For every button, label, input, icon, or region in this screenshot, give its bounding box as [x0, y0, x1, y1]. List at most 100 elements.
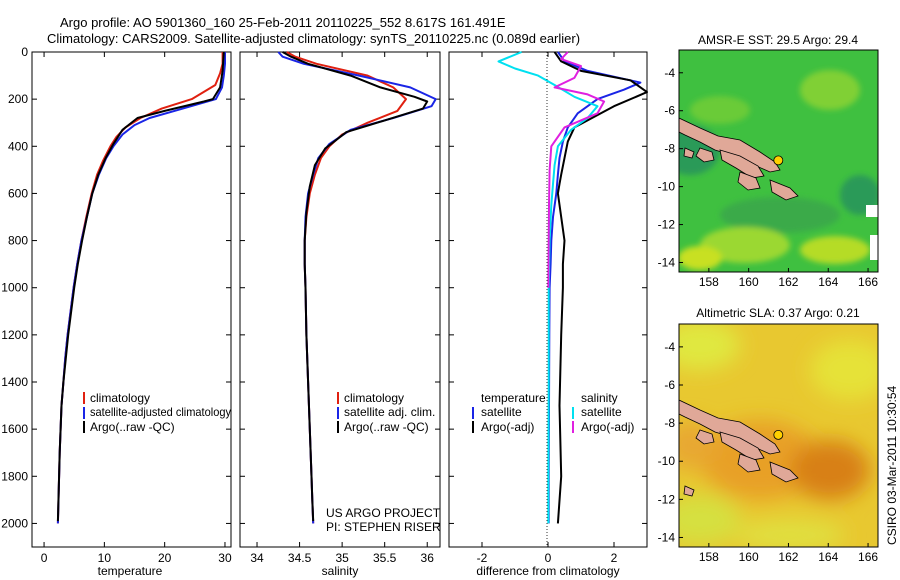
map-y-tick-label: -6 [664, 378, 675, 392]
map-y-tick-label: -10 [658, 180, 676, 194]
x-tick-label: 0 [545, 551, 552, 565]
map-x-tick-label: 162 [778, 275, 798, 289]
map-y-tick-label: -8 [664, 142, 675, 156]
legend-label-temp-satellite: satellite [481, 405, 522, 419]
legend-label-argo: Argo(..raw -QC) [344, 420, 429, 434]
sst-no-data [866, 205, 878, 217]
legend-label-climatology: climatology [90, 391, 150, 405]
x-tick-label: 0 [41, 551, 48, 565]
y-tick-label: 0 [21, 45, 28, 59]
x-tick-label: 35 [335, 551, 349, 565]
depth-axis: 0 200 400 600 800 1000 1200 1400 1600 1800 2000 [1, 45, 28, 530]
y-tick-label: 1200 [1, 328, 28, 342]
y-tick-label: 1400 [1, 375, 28, 389]
map-x-tick-label: 166 [858, 275, 878, 289]
y-tick-label: 200 [8, 92, 28, 106]
y-tick-label: 1000 [1, 281, 28, 295]
island [769, 461, 799, 483]
island [769, 179, 799, 201]
salinity-panel: 34 34.5 35 35.5 36 [240, 51, 440, 565]
series-line-argo-adj- [547, 51, 606, 288]
temperature-panel: 0 10 20 30 [32, 51, 232, 565]
project-annotation: US ARGO PROJECT [326, 506, 441, 520]
legend-label-satellite: satellite-adjusted climatology [90, 405, 231, 419]
series-line-satellite-adjusted-climatology [56, 52, 226, 524]
map-y-tick-label: -12 [658, 218, 676, 232]
sla-low-patch [810, 340, 878, 400]
x-tick-label: 34.5 [288, 551, 312, 565]
y-tick-label: 1600 [1, 422, 28, 436]
y-tick-label: 1800 [1, 469, 28, 483]
temperature-axes [31, 51, 232, 548]
difference-panel: -2 0 2 [449, 51, 648, 565]
series-line-satellite [497, 51, 599, 524]
footer-stamp: CSIRO 03-Mar-2011 10:30:54 [885, 385, 899, 545]
island [737, 453, 761, 473]
map-y-tick-label: -6 [664, 104, 675, 118]
y-tick-label: 600 [8, 186, 28, 200]
temperature-legend: climatology satellite-adjusted climatolo… [83, 391, 231, 434]
sla-low-patch [679, 324, 740, 370]
legend-heading-salinity: salinity [581, 391, 618, 405]
figure-title-line1: Argo profile: AO 5901360_160 25-Feb-2011… [60, 15, 506, 30]
legend-heading-temperature: temperature [481, 391, 546, 405]
series-line-satellite-adj-clim- [277, 51, 437, 524]
difference-xlabel: difference from climatology [476, 564, 619, 578]
coastline [679, 399, 799, 497]
island [695, 147, 715, 163]
y-tick-label: 800 [8, 234, 28, 248]
pi-annotation: PI: STEPHEN RISER [326, 520, 441, 534]
island [683, 485, 695, 497]
figure-title-line2: Climatology: CARS2009. Satellite-adjuste… [47, 31, 580, 46]
sla-low-patch [735, 520, 845, 547]
sst-no-data [870, 235, 878, 260]
sst-warm-patch [720, 197, 840, 233]
sla-map-frame [678, 323, 879, 548]
map-y-tick-label: -10 [658, 454, 676, 468]
salinity-axes [239, 51, 441, 548]
argo-position-marker [773, 429, 784, 440]
sst-map-title: AMSR-E SST: 29.5 Argo: 29.4 [698, 33, 858, 47]
x-tick-label: 20 [158, 551, 172, 565]
legend-label-satellite: satellite adj. clim. [344, 405, 435, 419]
series-line-argo-raw-qc- [282, 51, 429, 522]
island [683, 147, 695, 159]
map-x-tick-label: 160 [739, 550, 759, 564]
sst-map [679, 50, 878, 272]
map-x-tick-label: 158 [699, 275, 719, 289]
salinity-legend: climatology satellite adj. clim. Argo(..… [337, 391, 435, 434]
map-y-tick-label: -12 [658, 492, 676, 506]
sla-map-title: Altimetric SLA: 0.37 Argo: 0.21 [696, 306, 860, 320]
series-line-argo-raw-qc- [56, 51, 225, 522]
sst-map-frame [678, 49, 879, 273]
sst-cool-patch [800, 236, 870, 264]
sst-cool-patch [800, 70, 860, 110]
legend-label-temp-argo: Argo(-adj) [481, 420, 534, 434]
map-x-tick-label: 164 [818, 550, 838, 564]
map-x-tick-label: 166 [858, 550, 878, 564]
x-tick-label: 36 [421, 551, 435, 565]
legend-label-argo: Argo(..raw -QC) [90, 420, 175, 434]
temperature-xlabel: temperature [98, 564, 163, 578]
x-tick-label: 34 [250, 551, 264, 565]
map-x-tick-label: 162 [778, 550, 798, 564]
map-y-tick-label: -8 [664, 416, 675, 430]
sst-cool-patch [690, 96, 750, 124]
map-x-tick-label: 164 [818, 275, 838, 289]
map-x-tick-label: 160 [739, 275, 759, 289]
x-tick-label: 30 [218, 551, 232, 565]
argo-position-marker [773, 155, 784, 166]
legend-label-climatology: climatology [344, 391, 404, 405]
island [679, 117, 781, 173]
map-x-tick-label: 158 [699, 550, 719, 564]
coastline [679, 117, 799, 201]
sla-high-patch [790, 440, 870, 500]
legend-label-sal-argo: Argo(-adj) [581, 420, 634, 434]
island [719, 149, 765, 179]
x-tick-label: 10 [98, 551, 112, 565]
sst-cool-patch [679, 246, 722, 270]
sst-warm-patch [840, 175, 878, 215]
y-tick-label: 2000 [1, 516, 28, 530]
salinity-xlabel: salinity [322, 564, 359, 578]
y-tick-label: 400 [8, 139, 28, 153]
